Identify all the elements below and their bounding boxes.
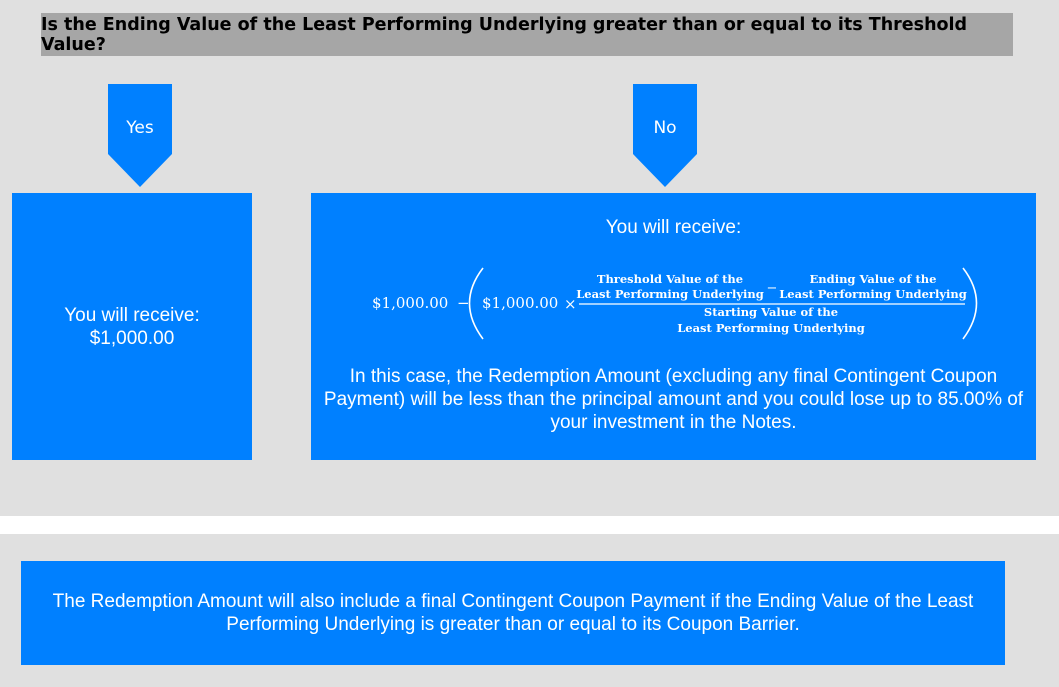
no-label: No xyxy=(653,118,677,138)
left-paren xyxy=(468,267,484,340)
starting-line1: Starting Value of the xyxy=(704,305,838,319)
no-outcome-explanation: In this case, the Redemption Amount (exc… xyxy=(323,366,1024,433)
numerator-minus: − xyxy=(767,281,778,296)
no-outcome-title: You will receive: xyxy=(605,217,742,238)
down-arrow-icon xyxy=(108,84,172,187)
formula-principal: $1,000.00 xyxy=(372,294,448,312)
ending-line1: Ending Value of the xyxy=(810,272,937,286)
yes-label: Yes xyxy=(126,118,154,138)
no-outcome-box: You will receive: $1,000.00 − $1,000.00 … xyxy=(311,193,1036,460)
yes-arrow: Yes xyxy=(108,84,172,187)
coupon-note-box: The Redemption Amount will also include … xyxy=(21,561,1005,665)
yes-outcome-box: You will receive: $1,000.00 xyxy=(12,193,252,460)
no-arrow: No xyxy=(633,84,697,187)
redemption-formula: $1,000.00 − $1,000.00 × Threshold Value … xyxy=(372,267,978,340)
threshold-line1: Threshold Value of the xyxy=(597,272,743,286)
right-paren xyxy=(962,267,978,340)
formula-minus: − xyxy=(457,294,470,312)
down-arrow-icon xyxy=(633,84,697,187)
coupon-note-text: The Redemption Amount will also include … xyxy=(52,591,974,635)
ending-line2: Least Performing Underlying xyxy=(779,287,967,301)
formula-principal-inner: $1,000.00 xyxy=(482,294,558,312)
yes-outcome-amount: $1,000.00 xyxy=(89,327,175,349)
yes-outcome-line1: You will receive: xyxy=(64,304,200,326)
threshold-line2: Least Performing Underlying xyxy=(576,287,764,301)
question-banner: Is the Ending Value of the Least Perform… xyxy=(41,13,1013,56)
starting-line2: Least Performing Underlying xyxy=(677,321,865,335)
formula-times: × xyxy=(564,295,577,313)
